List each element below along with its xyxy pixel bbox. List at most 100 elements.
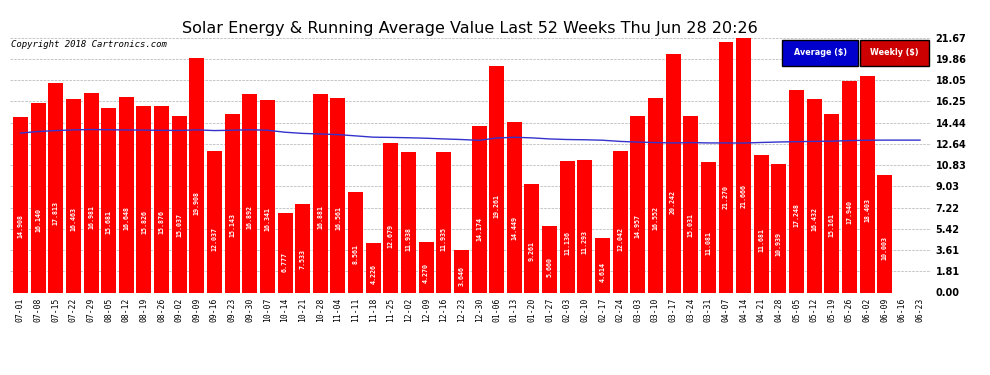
Bar (365, 243, 381, 292)
Text: 5.660: 5.660 (546, 257, 552, 277)
Bar (277, 213, 293, 292)
Text: 15.161: 15.161 (829, 213, 835, 237)
Bar (471, 126, 486, 292)
Title: Solar Energy & Running Average Value Last 52 Weeks Thu Jun 28 20:26: Solar Energy & Running Average Value Las… (182, 21, 758, 36)
Text: 14.449: 14.449 (512, 216, 518, 240)
Text: 11.081: 11.081 (705, 231, 712, 255)
Text: 16.981: 16.981 (88, 205, 94, 229)
Bar (207, 151, 222, 292)
Text: 4.270: 4.270 (423, 263, 429, 284)
Text: Copyright 2018 Cartronics.com: Copyright 2018 Cartronics.com (11, 40, 166, 49)
Bar (595, 238, 610, 292)
Bar (189, 58, 204, 292)
Text: 16.892: 16.892 (247, 205, 252, 229)
Text: 12.037: 12.037 (212, 226, 218, 251)
Bar (577, 160, 592, 292)
Bar (401, 152, 416, 292)
Bar (225, 114, 240, 292)
Bar (171, 116, 187, 292)
Bar (66, 99, 81, 292)
FancyBboxPatch shape (782, 40, 858, 66)
Bar (13, 117, 28, 292)
Text: 11.681: 11.681 (758, 228, 764, 252)
Bar (753, 155, 769, 292)
Text: 9.261: 9.261 (529, 241, 535, 261)
Bar (243, 94, 257, 292)
Text: Average ($): Average ($) (794, 48, 846, 57)
Text: 11.938: 11.938 (406, 227, 412, 251)
Bar (737, 38, 751, 292)
Text: 3.646: 3.646 (458, 266, 464, 286)
Bar (83, 93, 99, 292)
Text: 14.908: 14.908 (18, 214, 24, 238)
Text: 6.777: 6.777 (282, 252, 288, 272)
Bar (771, 164, 786, 292)
Bar (877, 175, 892, 292)
Text: 10.939: 10.939 (776, 232, 782, 256)
Bar (842, 81, 857, 292)
Text: 11.136: 11.136 (564, 231, 570, 255)
Text: 16.881: 16.881 (318, 205, 324, 229)
Text: 11.293: 11.293 (582, 230, 588, 254)
Bar (383, 143, 398, 292)
Bar (119, 97, 134, 292)
FancyBboxPatch shape (859, 40, 929, 66)
Text: 8.561: 8.561 (352, 244, 358, 264)
Text: 17.813: 17.813 (52, 201, 58, 225)
Bar (807, 99, 822, 292)
Bar (631, 117, 645, 292)
Text: 11.935: 11.935 (441, 227, 446, 251)
Text: 16.341: 16.341 (264, 207, 270, 231)
Text: 20.242: 20.242 (670, 190, 676, 214)
Bar (859, 76, 874, 292)
Bar (295, 204, 310, 292)
Bar (489, 66, 504, 292)
Text: 15.681: 15.681 (106, 210, 112, 234)
Bar (419, 242, 434, 292)
Text: 19.908: 19.908 (194, 192, 200, 216)
Text: 16.140: 16.140 (35, 209, 42, 232)
Bar (719, 42, 734, 292)
Text: Weekly ($): Weekly ($) (870, 48, 919, 57)
Bar (137, 106, 151, 292)
Bar (49, 83, 63, 292)
Text: 17.248: 17.248 (794, 203, 800, 227)
Text: 16.648: 16.648 (124, 206, 130, 230)
Bar (647, 98, 663, 292)
Text: 4.226: 4.226 (370, 264, 376, 284)
Bar (260, 100, 275, 292)
Bar (437, 152, 451, 292)
Text: 12.679: 12.679 (388, 224, 394, 248)
Text: 15.037: 15.037 (176, 213, 182, 237)
Bar (613, 151, 628, 292)
Text: 14.174: 14.174 (476, 217, 482, 241)
Bar (789, 90, 804, 292)
Text: 18.403: 18.403 (864, 198, 870, 222)
Text: 16.463: 16.463 (70, 207, 76, 231)
Bar (31, 103, 46, 292)
Bar (154, 106, 169, 292)
Bar (348, 192, 363, 292)
Text: 15.143: 15.143 (229, 213, 236, 237)
Bar (313, 94, 328, 292)
Text: 21.270: 21.270 (723, 185, 729, 209)
Bar (665, 54, 680, 292)
Bar (454, 250, 469, 292)
Text: 16.552: 16.552 (652, 207, 658, 231)
Text: 15.876: 15.876 (158, 210, 164, 234)
Text: 12.042: 12.042 (617, 226, 623, 251)
Text: 15.031: 15.031 (688, 213, 694, 237)
Text: 7.533: 7.533 (300, 249, 306, 269)
Text: 17.940: 17.940 (846, 200, 852, 224)
Text: 10.003: 10.003 (882, 236, 888, 260)
Bar (525, 183, 540, 292)
Text: 15.826: 15.826 (141, 210, 147, 234)
Bar (331, 98, 346, 292)
Text: 4.614: 4.614 (600, 262, 606, 282)
Text: 21.666: 21.666 (741, 184, 746, 208)
Bar (559, 162, 575, 292)
Text: 16.561: 16.561 (335, 207, 341, 231)
Bar (683, 116, 698, 292)
Bar (701, 162, 716, 292)
Bar (543, 226, 557, 292)
